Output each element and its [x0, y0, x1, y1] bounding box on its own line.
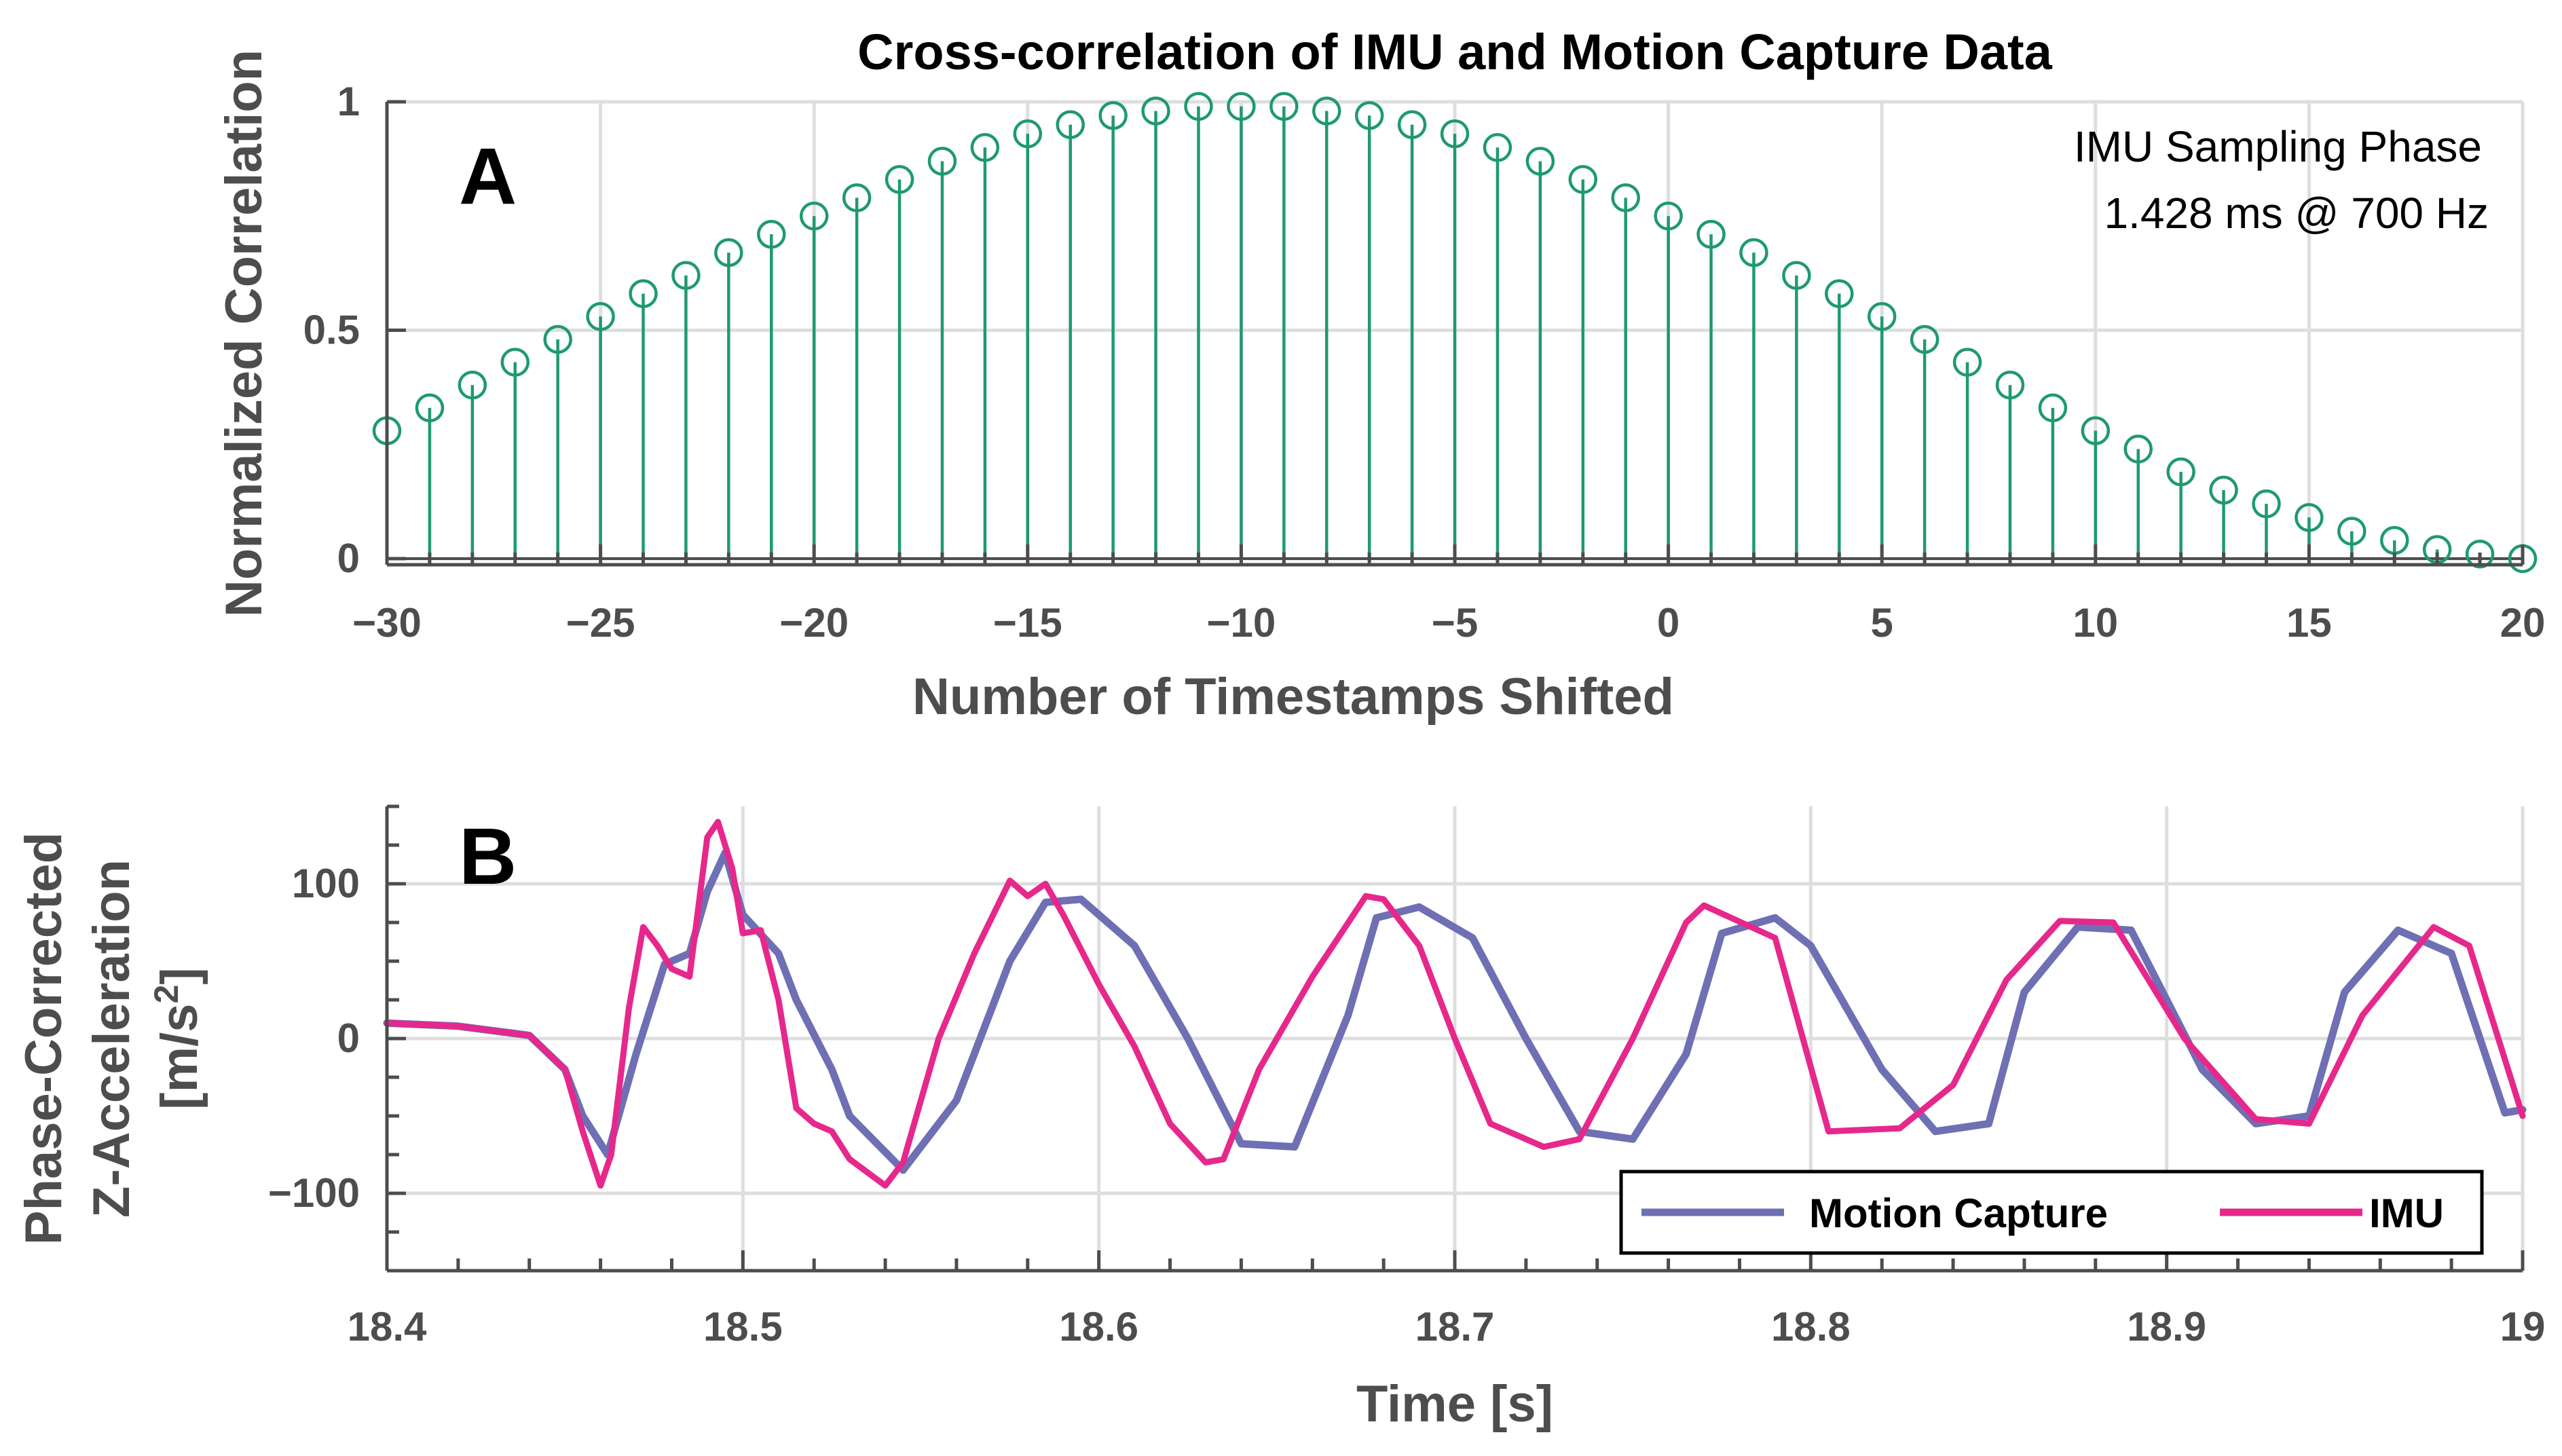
stem-marker	[2038, 393, 2068, 423]
stem-marker	[1910, 324, 1939, 354]
stem-marker	[1184, 92, 1213, 121]
stem-marker	[1525, 147, 1555, 176]
series-line-imu	[384, 819, 2526, 1189]
stem-marker	[885, 165, 914, 194]
panel-b-y-axis-label-line1: Phase-Corrected	[15, 832, 73, 1245]
panel-a-x-tick-label: 15	[2286, 600, 2332, 646]
panel-b-y-tick-label: 0	[337, 1015, 360, 1061]
panel-b-x-tick-label: 18.9	[2127, 1304, 2206, 1349]
panel-a-x-tick-label: 20	[2500, 600, 2546, 646]
stem-marker	[2209, 475, 2238, 505]
stem-marker	[458, 371, 487, 400]
panel-a-x-tick-label: −10	[1207, 600, 1276, 646]
panel-a-y-axis-label: Normalized Correlation	[215, 50, 273, 617]
stem-marker	[1354, 100, 1384, 130]
panel-a-x-axis-label: Number of Timestamps Shifted	[912, 668, 1674, 726]
stem-marker	[842, 183, 872, 212]
stem-marker	[2295, 503, 2324, 532]
stem-marker	[1483, 133, 1512, 162]
stem-marker	[1825, 279, 1854, 308]
panel-a-x-tick-label: 10	[2073, 600, 2118, 646]
stem-marker	[970, 133, 1000, 162]
y-unit-close: ]	[151, 967, 208, 984]
stem-marker	[1056, 110, 1085, 139]
panel-a-stem-chart: Cross-correlation of IMU and Motion Capt…	[215, 24, 2545, 726]
stem-marker	[1013, 119, 1043, 149]
panel-b-x-tick-label: 18.5	[703, 1304, 783, 1349]
stem-marker	[2166, 457, 2195, 487]
legend: Motion Capture IMU	[1619, 1170, 2484, 1255]
panel-a-letter: A	[459, 132, 517, 221]
panel-a-x-tick-label: 0	[1657, 600, 1679, 646]
sampling-phase-annotation-line1: IMU Sampling Phase	[2074, 122, 2482, 171]
stem-marker	[543, 324, 572, 354]
y-unit-superscript: 2	[147, 985, 185, 1004]
panel-b-y-axis-label-line3: [m/s2]	[147, 967, 208, 1109]
chart-title: Cross-correlation of IMU and Motion Capt…	[857, 24, 2053, 80]
stem-marker	[2252, 489, 2281, 519]
stem-marker	[415, 393, 445, 423]
stem-marker	[1952, 348, 1982, 377]
stem-marker	[1867, 302, 1897, 331]
stem-marker	[1269, 92, 1299, 121]
panel-a-x-tick-label: −25	[566, 600, 635, 646]
legend-label-motion-capture: Motion Capture	[1809, 1191, 2108, 1236]
stem-marker	[714, 238, 743, 267]
stem-marker	[2465, 540, 2495, 569]
stem-marker	[2123, 434, 2153, 464]
panel-a-x-tick-label: 5	[1871, 600, 1893, 646]
y-unit-base: [m/s	[151, 1003, 208, 1109]
stem-marker	[629, 279, 658, 308]
stem-marker	[1611, 183, 1640, 212]
panel-a-y-tick-label: 0	[337, 536, 360, 581]
stem-marker	[586, 302, 615, 331]
stem-marker	[1782, 261, 1811, 290]
stem-marker	[1397, 110, 1427, 139]
stem-marker	[1227, 92, 1256, 121]
panel-a-x-tick-label: −30	[352, 600, 422, 646]
panel-b-x-tick-label: 18.7	[1415, 1304, 1495, 1349]
stem-marker	[1312, 96, 1341, 126]
stem-marker	[1568, 165, 1598, 194]
stem-marker	[799, 202, 829, 231]
stem-marker	[2337, 517, 2366, 546]
stem-marker	[757, 219, 786, 249]
panel-b-line-chart: 18.4 18.5 18.6 18.7 18.8 18.9 19 −100 0 100 Time…	[15, 804, 2546, 1433]
stem-marker	[1440, 119, 1470, 149]
panel-b-y-tick-label: −100	[268, 1170, 360, 1216]
panel-b-x-tick-label: 19	[2500, 1304, 2546, 1349]
panel-b-y-axis-label-line2: Z-Acceleration	[83, 859, 141, 1218]
stem-marker	[671, 261, 701, 290]
stem-marker	[1696, 219, 1726, 249]
stem-marker	[1995, 371, 2025, 400]
stem-marker	[500, 348, 530, 377]
sampling-phase-annotation-line2: 1.428 ms @ 700 Hz	[2104, 189, 2489, 238]
panel-a-y-tick-label: 1	[337, 79, 360, 124]
legend-label-imu: IMU	[2369, 1191, 2444, 1236]
panel-a-x-tick-label: −20	[779, 600, 849, 646]
panel-a-y-tick-label: 0.5	[303, 307, 360, 353]
stem-marker	[927, 147, 957, 176]
stem-marker	[1654, 202, 1683, 231]
panel-b-x-axis-label: Time [s]	[1356, 1375, 1553, 1433]
panel-b-y-tick-label: 100	[292, 861, 360, 906]
panel-b-x-tick-label: 18.6	[1059, 1304, 1138, 1349]
stem-marker	[1141, 96, 1170, 126]
panel-b-x-tick-label: 18.4	[348, 1304, 427, 1349]
panel-a-x-tick-label: −5	[1432, 600, 1478, 646]
stem-marker	[1739, 238, 1768, 267]
panel-b-x-tick-label: 18.8	[1771, 1304, 1851, 1349]
panel-a-x-tick-label: −15	[993, 600, 1062, 646]
stem-marker	[2081, 416, 2111, 445]
stem-marker	[1098, 100, 1128, 130]
panel-b-letter: B	[459, 812, 517, 901]
